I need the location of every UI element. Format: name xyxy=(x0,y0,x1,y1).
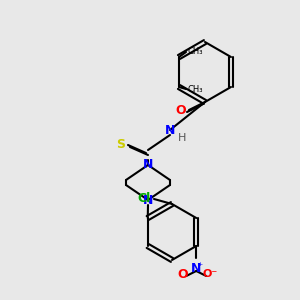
Text: O⁻: O⁻ xyxy=(202,269,218,279)
Text: N: N xyxy=(165,124,175,136)
Text: S: S xyxy=(116,137,125,151)
Text: CH₃: CH₃ xyxy=(187,46,203,56)
Text: O: O xyxy=(176,104,186,118)
Text: O: O xyxy=(177,268,188,281)
Text: N: N xyxy=(143,194,153,206)
Text: Cl: Cl xyxy=(137,193,151,206)
Text: N: N xyxy=(143,158,153,172)
Text: N: N xyxy=(191,262,201,275)
Text: CH₃: CH₃ xyxy=(187,85,203,94)
Text: ⁺: ⁺ xyxy=(197,262,203,272)
Text: H: H xyxy=(178,133,186,143)
